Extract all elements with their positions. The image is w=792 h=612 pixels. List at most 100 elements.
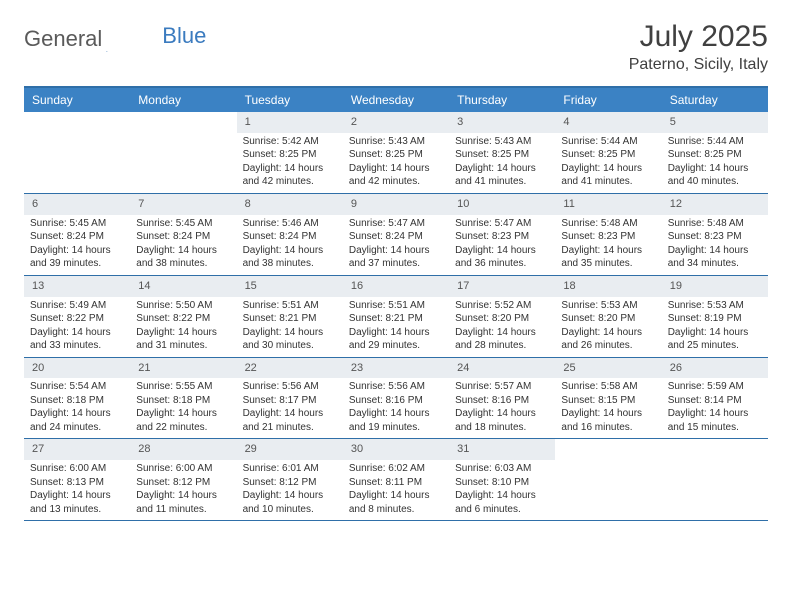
sunset-text: Sunset: 8:25 PM	[455, 148, 549, 162]
day-body: Sunrise: 5:48 AMSunset: 8:23 PMDaylight:…	[662, 215, 768, 275]
day-cell	[555, 439, 661, 520]
day-number: 19	[662, 276, 768, 297]
sunset-text: Sunset: 8:13 PM	[30, 476, 124, 490]
day-cell	[662, 439, 768, 520]
day-cell: 25Sunrise: 5:58 AMSunset: 8:15 PMDayligh…	[555, 358, 661, 439]
dow-cell: Sunday	[24, 88, 130, 112]
day-cell: 11Sunrise: 5:48 AMSunset: 8:23 PMDayligh…	[555, 194, 661, 275]
day-body: Sunrise: 5:45 AMSunset: 8:24 PMDaylight:…	[24, 215, 130, 275]
sunset-text: Sunset: 8:16 PM	[349, 394, 443, 408]
sunrise-text: Sunrise: 5:50 AM	[136, 299, 230, 313]
day-cell: 8Sunrise: 5:46 AMSunset: 8:24 PMDaylight…	[237, 194, 343, 275]
day-number: 5	[662, 112, 768, 133]
daylight-text: Daylight: 14 hours and 41 minutes.	[561, 162, 655, 189]
sunrise-text: Sunrise: 5:43 AM	[349, 135, 443, 149]
sunrise-text: Sunrise: 5:45 AM	[30, 217, 124, 231]
day-body: Sunrise: 6:00 AMSunset: 8:13 PMDaylight:…	[24, 460, 130, 520]
day-cell: 21Sunrise: 5:55 AMSunset: 8:18 PMDayligh…	[130, 358, 236, 439]
daylight-text: Daylight: 14 hours and 18 minutes.	[455, 407, 549, 434]
sunrise-text: Sunrise: 5:49 AM	[30, 299, 124, 313]
daylight-text: Daylight: 14 hours and 40 minutes.	[668, 162, 762, 189]
sunset-text: Sunset: 8:22 PM	[30, 312, 124, 326]
day-cell: 23Sunrise: 5:56 AMSunset: 8:16 PMDayligh…	[343, 358, 449, 439]
daylight-text: Daylight: 14 hours and 35 minutes.	[561, 244, 655, 271]
sunset-text: Sunset: 8:20 PM	[455, 312, 549, 326]
day-number: 29	[237, 439, 343, 460]
day-number: 17	[449, 276, 555, 297]
daylight-text: Daylight: 14 hours and 42 minutes.	[243, 162, 337, 189]
sunset-text: Sunset: 8:25 PM	[668, 148, 762, 162]
day-cell: 14Sunrise: 5:50 AMSunset: 8:22 PMDayligh…	[130, 276, 236, 357]
day-number: 1	[237, 112, 343, 133]
sunrise-text: Sunrise: 6:02 AM	[349, 462, 443, 476]
dow-cell: Tuesday	[237, 88, 343, 112]
daylight-text: Daylight: 14 hours and 13 minutes.	[30, 489, 124, 516]
daylight-text: Daylight: 14 hours and 36 minutes.	[455, 244, 549, 271]
sunset-text: Sunset: 8:10 PM	[455, 476, 549, 490]
day-cell: 26Sunrise: 5:59 AMSunset: 8:14 PMDayligh…	[662, 358, 768, 439]
day-body: Sunrise: 5:46 AMSunset: 8:24 PMDaylight:…	[237, 215, 343, 275]
day-body: Sunrise: 5:42 AMSunset: 8:25 PMDaylight:…	[237, 133, 343, 193]
sunrise-text: Sunrise: 5:54 AM	[30, 380, 124, 394]
day-cell: 19Sunrise: 5:53 AMSunset: 8:19 PMDayligh…	[662, 276, 768, 357]
logo-text-1: General	[24, 26, 102, 52]
day-body: Sunrise: 5:43 AMSunset: 8:25 PMDaylight:…	[449, 133, 555, 193]
day-cell: 22Sunrise: 5:56 AMSunset: 8:17 PMDayligh…	[237, 358, 343, 439]
day-number: 12	[662, 194, 768, 215]
day-number: 11	[555, 194, 661, 215]
daylight-text: Daylight: 14 hours and 38 minutes.	[243, 244, 337, 271]
sunset-text: Sunset: 8:22 PM	[136, 312, 230, 326]
sunrise-text: Sunrise: 6:01 AM	[243, 462, 337, 476]
day-body: Sunrise: 5:51 AMSunset: 8:21 PMDaylight:…	[343, 297, 449, 357]
day-number: 24	[449, 358, 555, 379]
daylight-text: Daylight: 14 hours and 16 minutes.	[561, 407, 655, 434]
location-label: Paterno, Sicily, Italy	[629, 56, 768, 74]
day-cell: 4Sunrise: 5:44 AMSunset: 8:25 PMDaylight…	[555, 112, 661, 193]
logo-text-2: Blue	[162, 23, 206, 49]
daylight-text: Daylight: 14 hours and 29 minutes.	[349, 326, 443, 353]
sunrise-text: Sunrise: 5:56 AM	[243, 380, 337, 394]
day-cell: 18Sunrise: 5:53 AMSunset: 8:20 PMDayligh…	[555, 276, 661, 357]
day-number: 20	[24, 358, 130, 379]
day-cell: 12Sunrise: 5:48 AMSunset: 8:23 PMDayligh…	[662, 194, 768, 275]
day-body: Sunrise: 6:00 AMSunset: 8:12 PMDaylight:…	[130, 460, 236, 520]
sunrise-text: Sunrise: 5:47 AM	[455, 217, 549, 231]
logo: General Blue	[24, 20, 206, 52]
sunrise-text: Sunrise: 5:51 AM	[349, 299, 443, 313]
day-number: 23	[343, 358, 449, 379]
sunrise-text: Sunrise: 5:48 AM	[668, 217, 762, 231]
day-body: Sunrise: 5:55 AMSunset: 8:18 PMDaylight:…	[130, 378, 236, 438]
sunset-text: Sunset: 8:24 PM	[136, 230, 230, 244]
day-of-week-header: SundayMondayTuesdayWednesdayThursdayFrid…	[24, 88, 768, 112]
week-row: 13Sunrise: 5:49 AMSunset: 8:22 PMDayligh…	[24, 276, 768, 358]
dow-cell: Saturday	[662, 88, 768, 112]
day-body: Sunrise: 5:51 AMSunset: 8:21 PMDaylight:…	[237, 297, 343, 357]
sunrise-text: Sunrise: 5:46 AM	[243, 217, 337, 231]
sunset-text: Sunset: 8:24 PM	[30, 230, 124, 244]
day-number: 2	[343, 112, 449, 133]
day-cell: 1Sunrise: 5:42 AMSunset: 8:25 PMDaylight…	[237, 112, 343, 193]
day-number: 9	[343, 194, 449, 215]
sunrise-text: Sunrise: 6:00 AM	[136, 462, 230, 476]
sunrise-text: Sunrise: 5:53 AM	[668, 299, 762, 313]
day-body: Sunrise: 5:43 AMSunset: 8:25 PMDaylight:…	[343, 133, 449, 193]
sunrise-text: Sunrise: 5:59 AM	[668, 380, 762, 394]
title-block: July 2025 Paterno, Sicily, Italy	[629, 20, 768, 74]
sunset-text: Sunset: 8:21 PM	[243, 312, 337, 326]
day-body: Sunrise: 5:56 AMSunset: 8:17 PMDaylight:…	[237, 378, 343, 438]
week-row: 20Sunrise: 5:54 AMSunset: 8:18 PMDayligh…	[24, 358, 768, 440]
day-cell	[24, 112, 130, 193]
day-body: Sunrise: 5:58 AMSunset: 8:15 PMDaylight:…	[555, 378, 661, 438]
sunset-text: Sunset: 8:11 PM	[349, 476, 443, 490]
day-body: Sunrise: 5:45 AMSunset: 8:24 PMDaylight:…	[130, 215, 236, 275]
daylight-text: Daylight: 14 hours and 34 minutes.	[668, 244, 762, 271]
day-body: Sunrise: 5:48 AMSunset: 8:23 PMDaylight:…	[555, 215, 661, 275]
day-body: Sunrise: 5:44 AMSunset: 8:25 PMDaylight:…	[662, 133, 768, 193]
sunset-text: Sunset: 8:12 PM	[136, 476, 230, 490]
sunset-text: Sunset: 8:15 PM	[561, 394, 655, 408]
day-cell: 10Sunrise: 5:47 AMSunset: 8:23 PMDayligh…	[449, 194, 555, 275]
sunset-text: Sunset: 8:20 PM	[561, 312, 655, 326]
day-cell: 16Sunrise: 5:51 AMSunset: 8:21 PMDayligh…	[343, 276, 449, 357]
daylight-text: Daylight: 14 hours and 42 minutes.	[349, 162, 443, 189]
daylight-text: Daylight: 14 hours and 31 minutes.	[136, 326, 230, 353]
